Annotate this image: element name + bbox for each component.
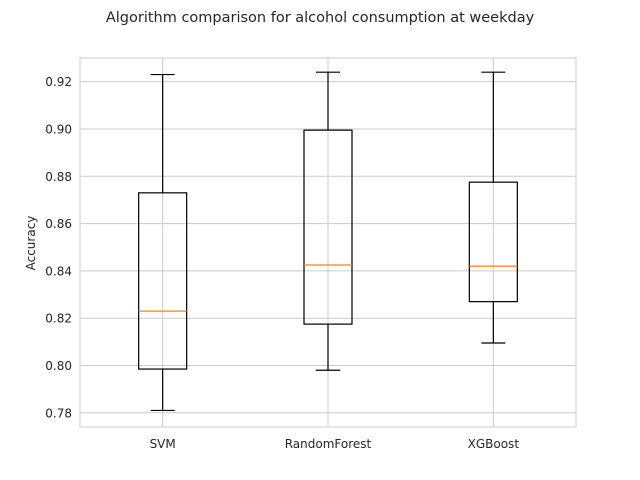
x-tick-label: RandomForest: [285, 437, 372, 451]
chart-title: Algorithm comparison for alcohol consump…: [106, 10, 535, 26]
box-svm: [138, 73, 188, 412]
y-tick-label: 0.80: [45, 359, 72, 373]
iqr-box: [468, 181, 518, 303]
x-tick-label: SVM: [150, 437, 176, 451]
x-axis: SVM RandomForest XGBoost: [150, 437, 520, 451]
box-randomforest: [303, 71, 353, 371]
box-xgboost: [468, 71, 518, 344]
iqr-box: [303, 129, 353, 325]
plot-frame: [79, 57, 577, 428]
y-tick-label: 0.78: [45, 406, 72, 420]
box-layer: [138, 71, 518, 412]
y-tick-label: 0.84: [45, 264, 72, 278]
x-tick-label: XGBoost: [468, 437, 520, 451]
y-tick-label: 0.90: [45, 122, 72, 136]
y-tick-label: 0.86: [45, 217, 72, 231]
y-tick-label: 0.82: [45, 312, 72, 326]
y-tick-label: 0.92: [45, 75, 72, 89]
y-axis-label: Accuracy: [24, 216, 38, 271]
y-tick-label: 0.88: [45, 170, 72, 184]
iqr-box: [138, 192, 188, 370]
y-axis: 0.78 0.80 0.82 0.84 0.86 0.88 0.90 0.92: [45, 75, 72, 420]
